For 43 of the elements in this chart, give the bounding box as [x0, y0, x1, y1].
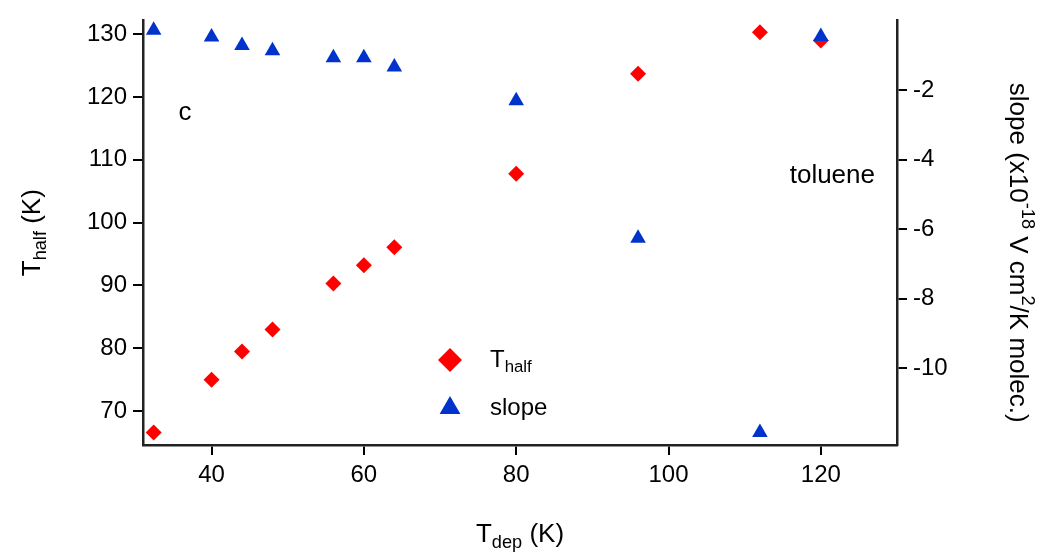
y-tick-label: 90: [100, 270, 127, 298]
point: [203, 371, 220, 388]
y-tick-label: 110: [88, 144, 127, 172]
annotation: toluene: [789, 158, 876, 189]
y-tick-label: 120: [86, 81, 127, 109]
y-tick-label: 80: [100, 332, 127, 360]
y-tick-label: 70: [100, 395, 127, 423]
x-tick-label: 80: [502, 460, 530, 488]
point: [508, 165, 525, 182]
point: [264, 41, 281, 56]
point: [264, 321, 281, 338]
point: [630, 229, 646, 243]
legend-label: slope: [490, 392, 548, 420]
x-tick-label: 40: [198, 460, 225, 488]
point: [325, 275, 342, 292]
point: [386, 58, 403, 72]
y2-axis-title: slope (x10-18 V cm2/K molec.): [1003, 82, 1039, 423]
y-axis-title: Thalf (K): [16, 189, 50, 277]
y-tick-label: 130: [86, 18, 127, 46]
x-tick-label: 120: [800, 460, 841, 488]
point: [234, 343, 251, 360]
y2-tick-label: -10: [913, 353, 948, 381]
point: [813, 27, 829, 41]
x-tick-label: 60: [350, 460, 378, 488]
point: [630, 65, 647, 82]
y2-tick-label: -6: [913, 213, 935, 241]
point: [325, 48, 342, 63]
y2-tick-label: -2: [913, 74, 935, 102]
x-tick-label: 100: [648, 460, 689, 488]
point: [508, 91, 524, 106]
y2-tick-label: -4: [913, 144, 935, 172]
point: [355, 257, 372, 274]
point: [203, 28, 220, 42]
y-tick-label: 100: [86, 207, 127, 235]
point: [234, 36, 250, 50]
y2-tick-label: -8: [913, 283, 935, 311]
point: [752, 423, 768, 437]
point: [145, 21, 162, 35]
annotation: c: [178, 95, 192, 126]
point: [356, 48, 372, 63]
point: [751, 24, 768, 41]
point: [145, 424, 162, 441]
point: [386, 239, 403, 256]
